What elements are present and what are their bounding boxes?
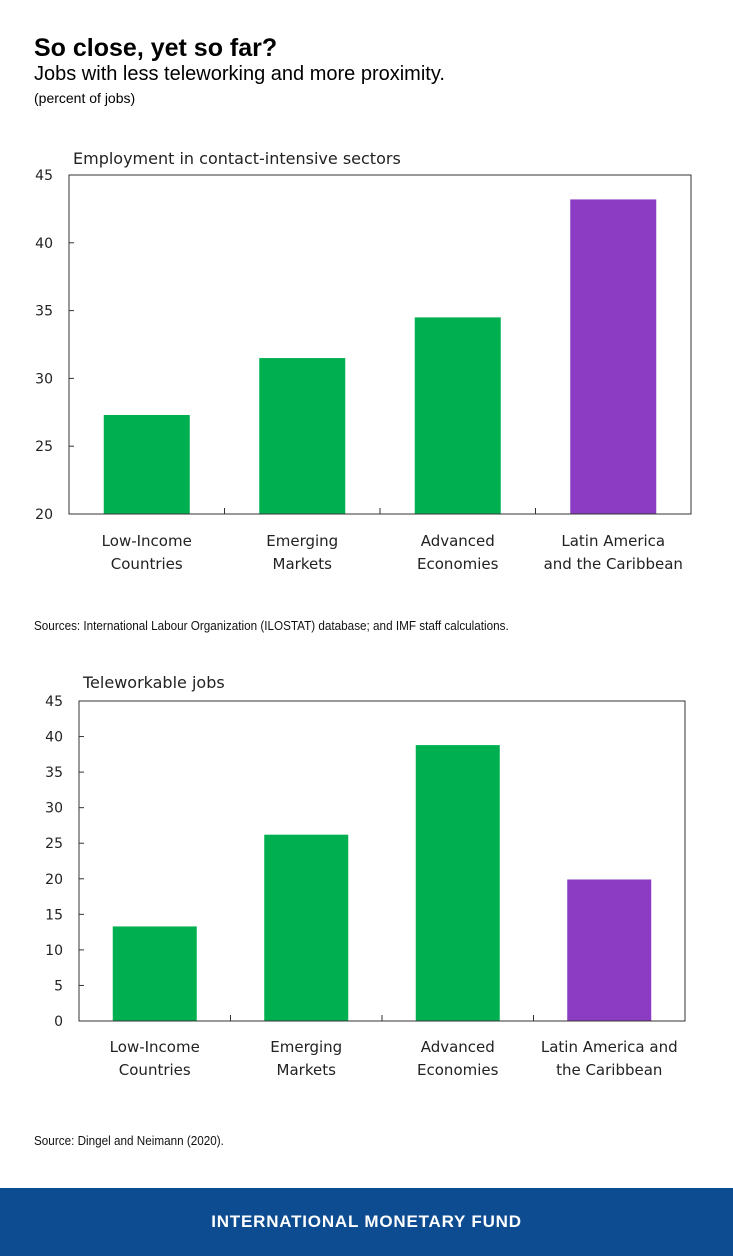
y-tick-label: 40 [45,730,63,746]
source-note-1: Sources: International Labour Organizati… [34,618,509,633]
y-tick-label: 45 [45,694,63,710]
y-tick-label: 25 [35,439,53,455]
footer-bar: INTERNATIONAL MONETARY FUND [0,1188,733,1256]
y-tick-label: 25 [45,836,63,852]
y-tick-label: 40 [35,236,53,252]
y-tick-label: 30 [45,801,63,817]
bar [415,745,500,1021]
unit-note: (percent of jobs) [34,90,136,106]
category-label: Latin America and the Caribbean [541,1038,678,1079]
y-tick-label: 20 [35,507,53,523]
category-label: Latin America and the Caribbean [544,532,683,573]
category-label: Emerging Markets [270,1038,342,1079]
y-tick-label: 35 [35,304,53,320]
bar [264,834,349,1021]
category-label: Emerging Markets [266,532,338,573]
source-note-2: Source: Dingel and Neimann (2020). [34,1133,224,1148]
bar [567,879,652,1021]
page-title: So close, yet so far? [34,34,278,62]
y-tick-label: 0 [54,1014,63,1030]
bar [414,317,501,514]
chart-teleworkable: Teleworkable jobs 0 5 10 15 20 25 30 35 40 45 Low-I… [45,673,686,1079]
chart-title: Employment in contact-intensive sectors [73,149,401,168]
chart-contact-intensive: Employment in contact-intensive sectors 2… [35,149,692,573]
category-label: Advanced Economies [417,1038,499,1079]
category-label: Low-Income Countries [110,1038,200,1079]
footer-label: INTERNATIONAL MONETARY FUND [211,1212,522,1231]
bar [103,415,190,514]
page-subtitle: Jobs with less teleworking and more prox… [34,63,445,85]
chart-title: Teleworkable jobs [82,673,225,692]
y-tick-label: 35 [45,765,63,781]
category-label: Advanced Economies [417,532,499,573]
category-label: Low-Income Countries [102,532,192,573]
bar [259,358,346,514]
y-tick-label: 5 [54,978,63,994]
y-tick-label: 30 [35,371,53,387]
y-tick-label: 10 [45,943,63,959]
y-tick-label: 15 [45,907,63,923]
bar [112,926,197,1021]
bar [570,199,657,514]
y-tick-label: 20 [45,872,63,888]
y-tick-label: 45 [35,168,53,184]
